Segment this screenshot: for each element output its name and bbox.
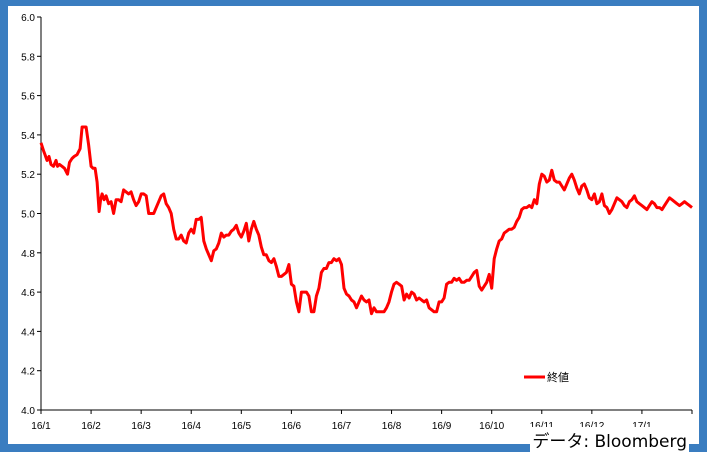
x-tick-label: 16/9 [432, 421, 452, 432]
y-tick-label: 4.0 [21, 406, 35, 417]
y-tick-label: 5.4 [21, 131, 35, 142]
y-tick-label: 4.8 [21, 249, 35, 260]
data-source-label: データ: Bloomberg [530, 427, 689, 452]
legend-label: 終値 [547, 370, 569, 384]
y-axis-ticks: 4.0 4.2 4.4 4.6 4.8 5.0 5.2 5.4 5.6 5.8 6.0 [21, 13, 41, 417]
y-tick-label: 4.6 [21, 288, 35, 299]
series-line-close [39, 125, 693, 316]
x-tick-label: 16/3 [131, 421, 151, 432]
y-tick-label: 5.0 [21, 210, 35, 221]
y-tick-label: 6.0 [21, 13, 35, 24]
legend: 終値 [524, 370, 569, 384]
x-tick-label: 16/2 [81, 421, 101, 432]
chart-axes [40, 17, 692, 411]
y-tick-label: 4.4 [21, 327, 35, 338]
x-tick-label: 16/10 [479, 421, 504, 432]
x-tick-label: 16/11 [530, 421, 555, 432]
x-tick-label: 16/1 [31, 421, 51, 432]
x-tick-label: 17/1 [632, 421, 652, 432]
y-tick-label: 5.2 [21, 170, 35, 181]
y-tick-label: 5.8 [21, 52, 35, 63]
x-axis-ticks: 16/1 16/2 16/3 16/4 16/5 16/6 16/7 16/8 16/9 16/1… [31, 410, 693, 432]
x-tick-label: 16/4 [181, 421, 201, 432]
x-tick-label: 16/5 [232, 421, 252, 432]
y-tick-label: 4.2 [21, 367, 35, 378]
series-layer [39, 125, 693, 316]
y-tick-label: 5.6 [21, 92, 35, 103]
x-tick-label: 16/6 [282, 421, 302, 432]
x-tick-label: 16/8 [382, 421, 402, 432]
x-tick-label: 16/12 [579, 421, 604, 432]
x-tick-label: 16/7 [332, 421, 352, 432]
